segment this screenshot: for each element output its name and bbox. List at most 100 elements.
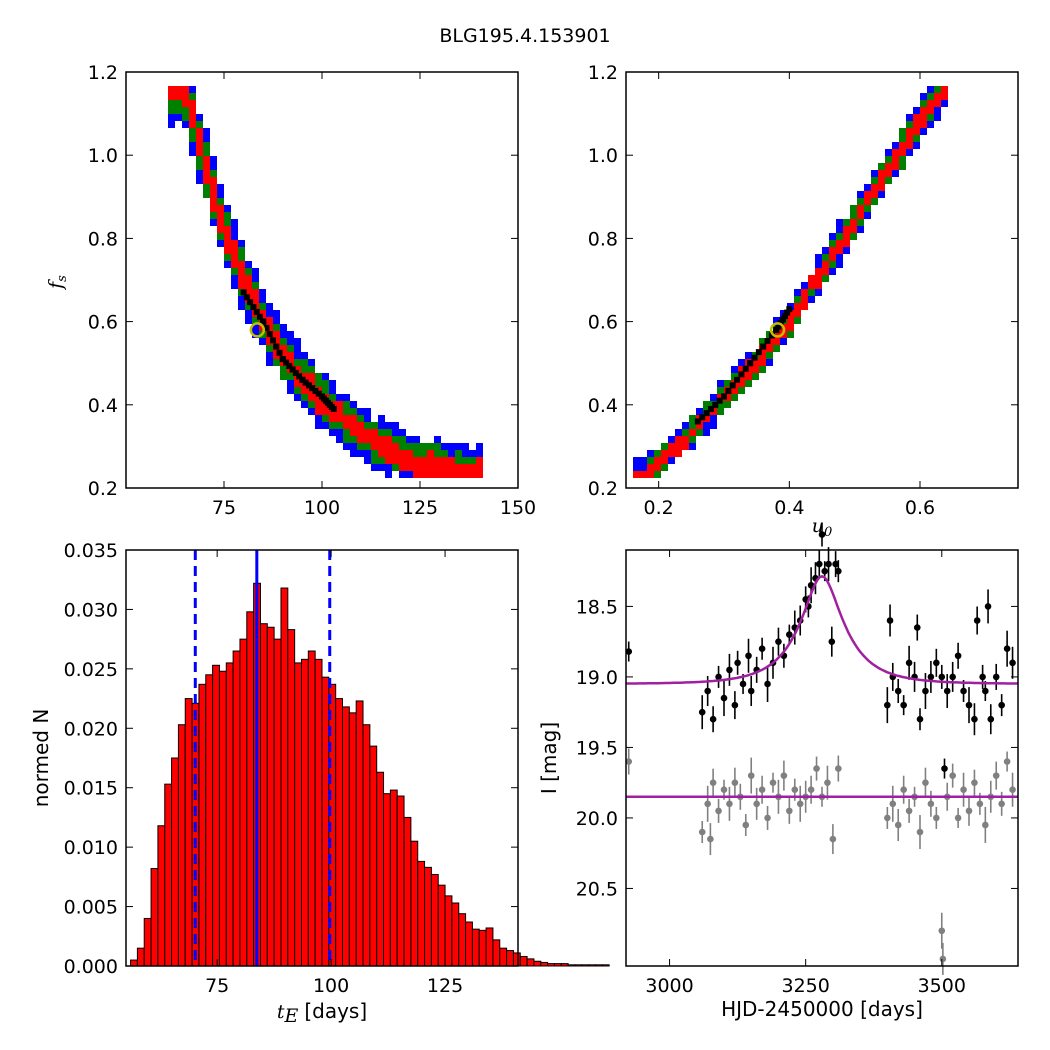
- histogram-bar: [130, 959, 138, 967]
- histogram-bar: [157, 825, 166, 967]
- density-cell: [836, 219, 843, 226]
- y-tick-label: 1.2: [588, 62, 618, 84]
- density-cell: [885, 163, 892, 170]
- data-point: [965, 807, 973, 815]
- density-cell: [920, 128, 927, 135]
- density-cell: [766, 352, 773, 359]
- density-cell: [899, 135, 906, 142]
- density-cell: [343, 422, 350, 429]
- best-fit-cell: [773, 326, 780, 333]
- density-cell: [252, 331, 259, 338]
- density-cell: [633, 464, 640, 471]
- best-fit-cell: [309, 385, 316, 392]
- density-cell: [696, 422, 703, 429]
- density-cell: [857, 212, 864, 219]
- density-cell: [682, 429, 689, 436]
- density-cell: [633, 471, 640, 478]
- density-cell: [906, 149, 913, 156]
- data-point: [698, 828, 706, 836]
- light-curve-ylabel: I [mag]: [537, 722, 561, 794]
- data-point: [726, 800, 733, 808]
- density-cell: [168, 86, 175, 93]
- density-cell: [434, 443, 441, 450]
- histogram-bar: [348, 712, 357, 967]
- best-fit-cell: [725, 387, 732, 394]
- density-cell: [385, 443, 392, 450]
- best-fit-cell: [707, 405, 714, 412]
- panel-u0-fs: 0.2 0.4 0.60.20.40.60.81.01.2 u0: [588, 62, 1019, 540]
- density-cell: [399, 471, 406, 478]
- density-cell: [329, 387, 336, 394]
- density-cell: [315, 394, 322, 401]
- best-fit-cell: [786, 306, 793, 313]
- density-cell: [210, 212, 217, 219]
- density-cell: [168, 121, 175, 128]
- density-cell: [364, 408, 371, 415]
- density-cell: [259, 289, 266, 296]
- data-point: [939, 955, 947, 963]
- density-cell: [836, 261, 843, 268]
- density-cell: [633, 457, 640, 464]
- y-tick-label: 0.025: [64, 659, 118, 681]
- best-fit-cell: [742, 365, 749, 372]
- density-cell: [189, 121, 196, 128]
- density-cell: [294, 366, 301, 373]
- y-tick-label: 1.0: [588, 145, 618, 167]
- histogram-bar: [437, 884, 446, 967]
- y-tick-label: 1.0: [88, 145, 118, 167]
- density-cell: [913, 114, 920, 121]
- density-cell: [273, 338, 280, 345]
- data-point: [745, 652, 752, 660]
- histogram-bar: [499, 947, 508, 967]
- density-cell: [427, 450, 434, 457]
- density-cell: [196, 163, 203, 170]
- density-cell: [801, 296, 808, 303]
- density-cell: [815, 261, 822, 268]
- data-point: [715, 807, 722, 815]
- panel-tE-fs: 75 100 125 150 0.2 0.4 0.6 0.8 1.0 1.2 fs: [45, 62, 536, 519]
- x-tick-label: 0.6: [905, 497, 935, 519]
- density-cell: [668, 443, 675, 450]
- density-cell: [906, 135, 913, 142]
- best-fit-cell: [694, 418, 701, 425]
- density-cell: [280, 331, 287, 338]
- density-cell: [703, 429, 710, 436]
- density-cell: [829, 261, 836, 268]
- data-point: [913, 624, 921, 631]
- density-cell: [252, 268, 259, 275]
- density-cell: [794, 317, 801, 324]
- best-fit-cell: [270, 337, 276, 344]
- density-cell: [455, 464, 462, 471]
- density-cell: [315, 387, 322, 394]
- y-tick-label: 18.5: [576, 596, 618, 618]
- density-cell: [420, 450, 427, 457]
- density-cell: [238, 261, 245, 268]
- x-tick-label: 0.2: [644, 497, 674, 519]
- best-fit-cell: [734, 376, 741, 383]
- density-cell: [710, 415, 717, 422]
- density-cell: [752, 373, 759, 380]
- density-cell: [731, 373, 738, 380]
- density-cell: [420, 464, 427, 471]
- density-cell: [710, 394, 717, 401]
- data-point: [922, 779, 929, 786]
- density-cell: [280, 345, 287, 352]
- tE-histogram-ylabel: normed N: [29, 709, 53, 808]
- histogram-bar: [225, 662, 234, 967]
- density-cell: [745, 352, 752, 359]
- density-cell: [661, 457, 668, 464]
- data-point: [960, 786, 967, 794]
- density-cell: [182, 86, 189, 93]
- density-cell: [689, 443, 696, 450]
- density-cell: [927, 121, 934, 128]
- density-cell: [308, 366, 315, 373]
- density-cell: [427, 464, 434, 471]
- best-fit-cell: [266, 331, 273, 338]
- density-cell: [752, 359, 759, 366]
- density-cell: [322, 422, 329, 429]
- density-cell: [308, 401, 315, 408]
- data-point: [835, 765, 842, 772]
- data-point: [758, 786, 766, 794]
- density-cell: [189, 135, 196, 142]
